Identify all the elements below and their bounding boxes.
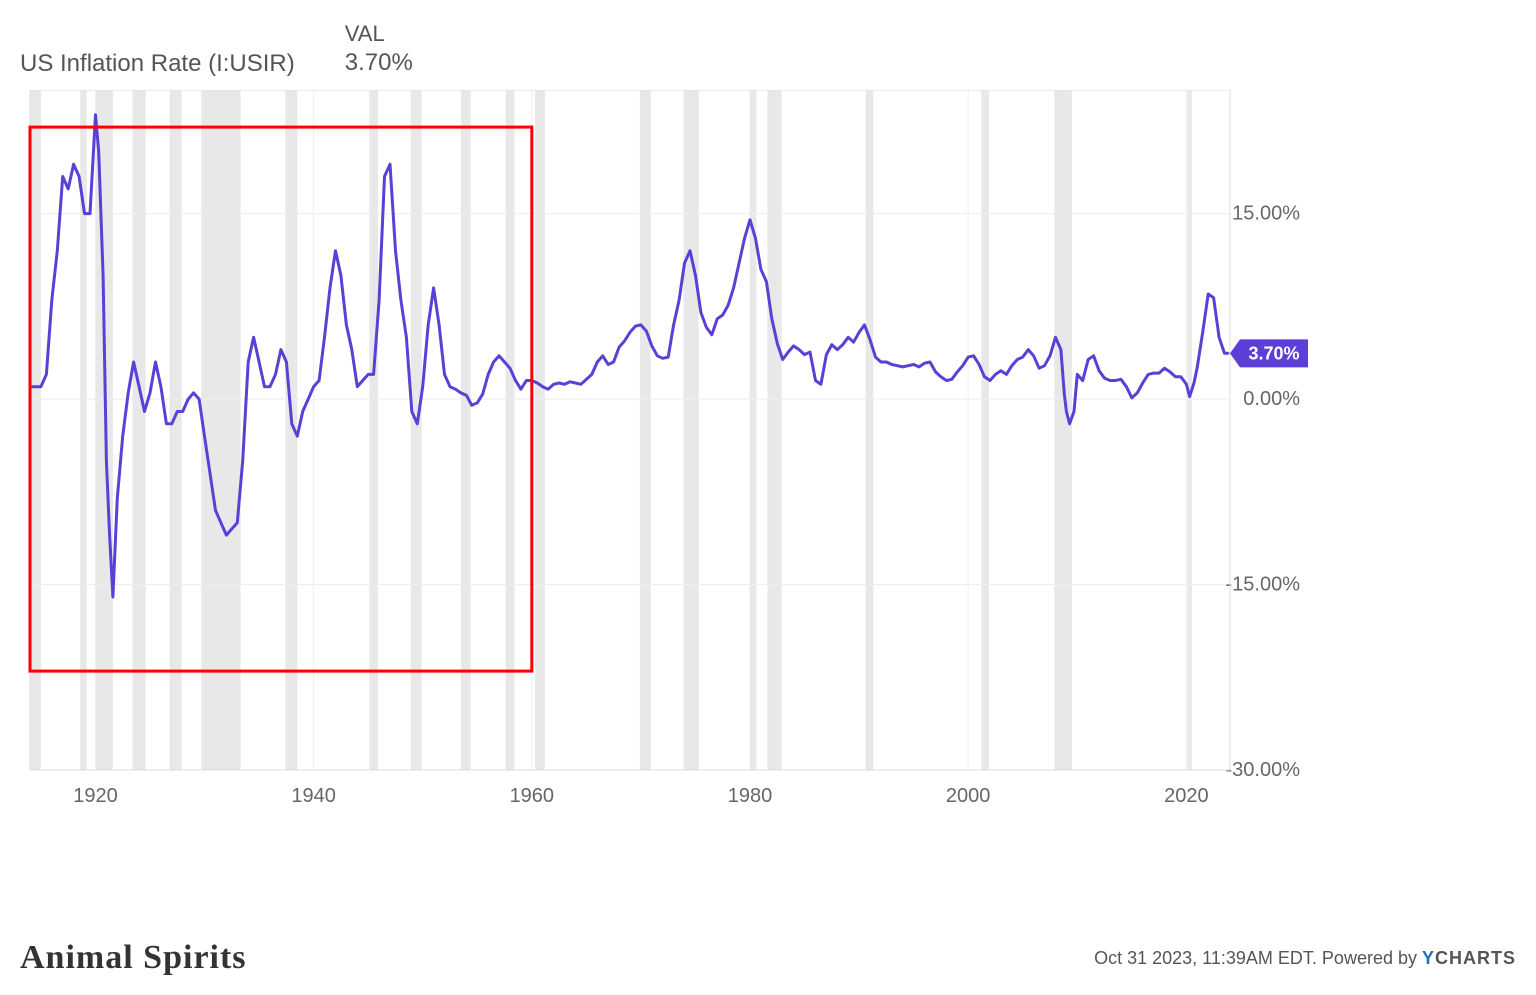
attribution: Oct 31 2023, 11:39AM EDT. Powered by YCH…	[1094, 948, 1516, 969]
svg-text:1980: 1980	[728, 785, 773, 807]
val-value: 3.70%	[345, 48, 413, 78]
svg-text:1920: 1920	[73, 785, 118, 807]
svg-text:-15.00%: -15.00%	[1226, 573, 1301, 595]
svg-text:3.70%: 3.70%	[1248, 343, 1299, 363]
brand-logo: Animal Spirits	[20, 939, 247, 977]
ycharts-logo: YCHARTS	[1422, 948, 1516, 968]
series-name: US Inflation Rate (I:USIR)	[20, 50, 295, 78]
chart-footer: Animal Spirits Oct 31 2023, 11:39AM EDT.…	[20, 939, 1516, 977]
powered-by-prefix: Powered by	[1322, 948, 1422, 968]
svg-text:-30.00%: -30.00%	[1226, 759, 1301, 781]
timestamp: Oct 31 2023, 11:39AM EDT.	[1094, 948, 1317, 968]
svg-text:0.00%: 0.00%	[1243, 388, 1300, 410]
val-heading: VAL	[345, 20, 413, 48]
chart: 15.00% 0.00% -15.00% -30.00% 1920 1940 1960 198…	[20, 90, 1516, 950]
svg-text:1960: 1960	[510, 785, 555, 807]
svg-text:2000: 2000	[946, 785, 991, 807]
chart-header: US Inflation Rate (I:USIR) VAL 3.70%	[20, 20, 1516, 78]
val-column: VAL 3.70%	[345, 20, 413, 78]
svg-text:15.00%: 15.00%	[1232, 202, 1300, 224]
ycharts-text: CHARTS	[1435, 948, 1516, 968]
svg-text:2020: 2020	[1164, 785, 1209, 807]
svg-text:1940: 1940	[291, 785, 336, 807]
chart-svg: 15.00% 0.00% -15.00% -30.00% 1920 1940 1960 198…	[20, 90, 1516, 850]
